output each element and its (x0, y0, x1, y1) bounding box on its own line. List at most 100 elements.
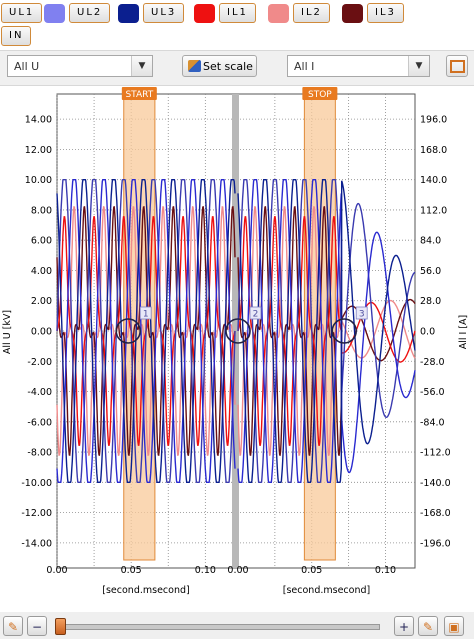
marker-3-label: 3 (359, 310, 365, 320)
series-ul2-right (237, 179, 416, 483)
y-tick-label: -6.00 (27, 417, 52, 428)
legend-item-ul2[interactable]: UL2 (44, 3, 111, 23)
set-scale-button[interactable]: Set scale (182, 55, 257, 77)
panel-separator (232, 94, 239, 568)
current-select-value: All I (294, 60, 315, 73)
series-ul3-right (237, 179, 416, 483)
marker-1-circle (115, 318, 141, 344)
legend-label-ul3[interactable]: UL3 (143, 3, 185, 23)
edit-icon[interactable]: ✎ (3, 616, 23, 636)
legend-swatch-il1[interactable] (194, 3, 215, 23)
zoom-slider-track[interactable] (56, 624, 380, 630)
marker-1-label: 1 (143, 310, 149, 320)
waveform-chart[interactable]: START STOP 1 2 3 14.00 12.00 10.00 8.00 6.00 4.00… (0, 86, 474, 610)
legend-label-il3[interactable]: IL3 (367, 3, 404, 23)
y-tick-label: 12.00 (25, 145, 52, 156)
legend-item-in[interactable]: IN (1, 26, 32, 46)
legend-item-il1[interactable]: IL1 (194, 3, 256, 23)
y-tick-label: 2.00 (31, 296, 52, 307)
y2-tick-label: -112.0 (420, 448, 451, 459)
axes: 1 2 3 14.00 12.00 10.00 8.00 6.00 4.00 2.00 0.00 -2… (2, 115, 469, 596)
y-tick-label: 10.00 (25, 175, 52, 186)
legend-label-il2[interactable]: IL2 (293, 3, 330, 23)
chevron-down-icon[interactable]: ▼ (131, 56, 152, 76)
y-tick-label: -8.00 (27, 448, 52, 459)
marker-2-tag (249, 306, 262, 320)
y2-tick-label: 168.0 (420, 145, 447, 156)
waveform-series (56, 179, 416, 483)
y-tick-label: -4.00 (27, 387, 52, 398)
y-tick-label: 4.00 (31, 266, 52, 277)
series-il3-right (237, 206, 416, 456)
legend-label-ul2[interactable]: UL2 (69, 3, 111, 23)
legend-label-il1[interactable]: IL1 (219, 3, 256, 23)
y2-tick-label: -84.0 (420, 417, 445, 428)
y2-axis-title: All I [A] (458, 315, 469, 350)
legend-label-in[interactable]: IN (1, 26, 32, 46)
stop-marker-label: STOP (308, 90, 332, 100)
y-axis-title: All U [kV] (2, 310, 13, 354)
y2-tick-label: 28.0 (420, 296, 441, 307)
legend-item-ul1[interactable]: UL1 (1, 3, 43, 23)
legend-item-ul3[interactable]: UL3 (118, 3, 185, 23)
zoom-slider-handle[interactable] (55, 618, 66, 635)
marker-2-circle (225, 318, 251, 344)
ruler-icon (188, 60, 201, 72)
voltage-channel-select[interactable]: All U ▼ (7, 55, 153, 77)
legend-swatch-il2[interactable] (268, 3, 289, 23)
series-ul3-left (56, 179, 236, 483)
x-tick-label: 0.05 (121, 565, 142, 576)
x-tick-label: 0.00 (46, 565, 67, 576)
y2-tick-label: 56.0 (420, 266, 441, 277)
y2-tick-label: -168.0 (420, 508, 451, 519)
voltage-select-value: All U (14, 60, 40, 73)
y-tick-label: -14.00 (21, 538, 52, 549)
y2-tick-label: 112.0 (420, 205, 447, 216)
y-tick-label: -2.00 (27, 357, 52, 368)
series-ul1-left (56, 179, 236, 483)
x-tick-label: 0.00 (227, 565, 248, 576)
x-tick-label: 0.10 (195, 565, 216, 576)
legend-swatch-ul2[interactable] (44, 3, 65, 23)
x-tick-label: 0.10 (375, 565, 396, 576)
zoom-in-icon[interactable]: + (394, 616, 414, 636)
chevron-down-icon[interactable]: ▼ (408, 56, 429, 76)
y2-tick-label: -56.0 (420, 387, 445, 398)
y-tick-label: 14.00 (25, 115, 52, 126)
edit-icon[interactable]: ✎ (418, 616, 438, 636)
legend-item-il3[interactable]: IL3 (342, 3, 404, 23)
series-ul1-right (237, 179, 416, 483)
legend-label-ul1[interactable]: UL1 (1, 3, 43, 23)
legend-item-il2[interactable]: IL2 (268, 3, 330, 23)
zoom-out-icon[interactable]: − (27, 616, 47, 636)
x-axis-title: [second.msecond] (102, 585, 189, 596)
set-scale-label: Set scale (203, 60, 253, 73)
y-tick-label: 8.00 (31, 205, 52, 216)
y-tick-label: -10.00 (21, 478, 52, 489)
x-axis-title: [second.msecond] (283, 585, 370, 596)
marker-1-tag (139, 306, 152, 320)
marker-3-circle (331, 318, 358, 344)
toolbar: All U ▼ Set scale All I ▼ (0, 50, 474, 86)
y-tick-label: -12.00 (21, 508, 52, 519)
y2-tick-label: 0.0 (420, 327, 435, 338)
current-channel-select[interactable]: All I ▼ (287, 55, 430, 77)
series-il2-left (56, 206, 236, 456)
legend-swatch-il3[interactable] (342, 3, 363, 23)
zoom-window-icon (449, 60, 465, 73)
y2-tick-label: -140.0 (420, 478, 451, 489)
channel-legend: UL1 UL2 UL3 IL1 IL2 IL3 IN (0, 0, 474, 48)
y-tick-label: 6.00 (31, 236, 52, 247)
y2-tick-label: 140.0 (420, 175, 447, 186)
x-tick-label: 0.05 (301, 565, 322, 576)
marker-2-label: 2 (253, 310, 259, 320)
marker-3-tag (355, 306, 368, 320)
legend-swatch-ul3[interactable] (118, 3, 139, 23)
y2-tick-label: -28.0 (420, 357, 445, 368)
y2-tick-label: 196.0 (420, 115, 447, 126)
y-tick-label: 0.00 (31, 327, 52, 338)
zoom-window-icon[interactable]: ▣ (444, 616, 464, 636)
y2-tick-label: -196.0 (420, 538, 451, 549)
start-marker-label-bg (121, 87, 157, 100)
zoom-window-button[interactable] (446, 55, 468, 77)
